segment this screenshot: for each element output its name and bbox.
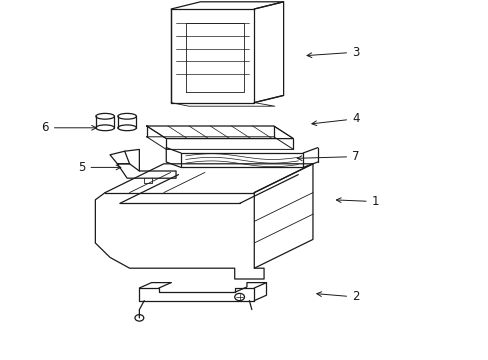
- Text: 5: 5: [78, 161, 121, 174]
- Text: 1: 1: [336, 195, 378, 208]
- Text: 2: 2: [316, 291, 359, 303]
- Text: 4: 4: [311, 112, 359, 126]
- Text: 6: 6: [41, 121, 96, 134]
- Text: 3: 3: [306, 46, 359, 59]
- Text: 7: 7: [297, 150, 359, 163]
